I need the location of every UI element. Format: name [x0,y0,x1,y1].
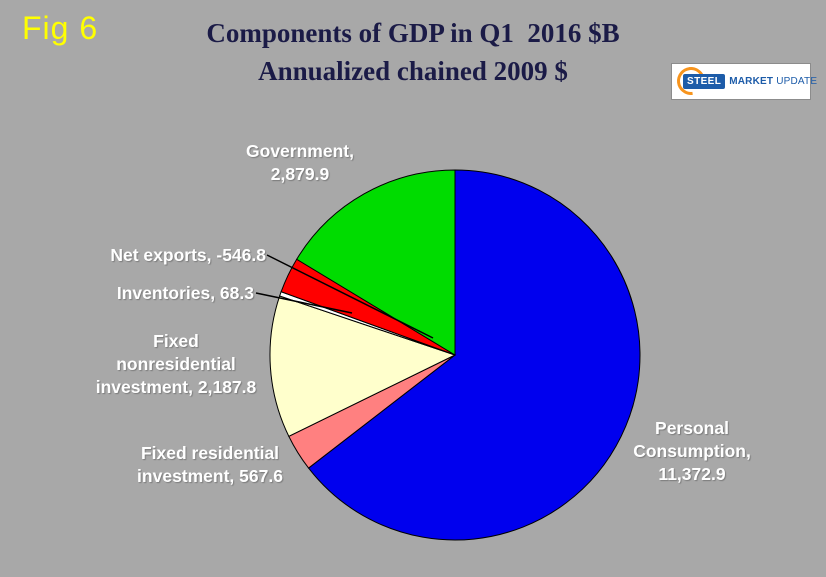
label-net-exports: Net exports, -546.8 [110,245,266,265]
chart-title-line1: Components of GDP in Q1 2016 $B [206,18,620,48]
label-inventories: Inventories, 68.3 [116,283,254,303]
logo-steel-text: STEEL [683,74,726,89]
leader-line-inventories [255,292,353,314]
figure-number: Fig 6 [22,10,99,46]
pie-slice-government [296,169,456,356]
label-fixed-nonresidential-investment: Fixed nonresidential investment, 2,187.8 [95,331,257,397]
label-government: Government, 2,879.9 [246,141,354,184]
chart-title-line2: Annualized chained 2009 $ [258,56,568,86]
logo-update-text: UPDATE [776,76,818,87]
steel-market-update-logo: STEEL MARKET UPDATE [671,61,817,101]
label-personal-consumption: Personal Consumption, 11,372.9 [633,418,751,484]
pie-slice-personal-consumption [307,169,641,541]
label-fixed-residential-investment: Fixed residential investment, 567.6 [137,443,283,486]
chart-title: Components of GDP in Q1 2016 $B Annualiz… [0,14,826,90]
leader-line-net-exports [266,254,434,339]
logo-market-text: MARKET [729,76,774,87]
pie-slice-fixed-nonresidential-investment [269,295,457,438]
